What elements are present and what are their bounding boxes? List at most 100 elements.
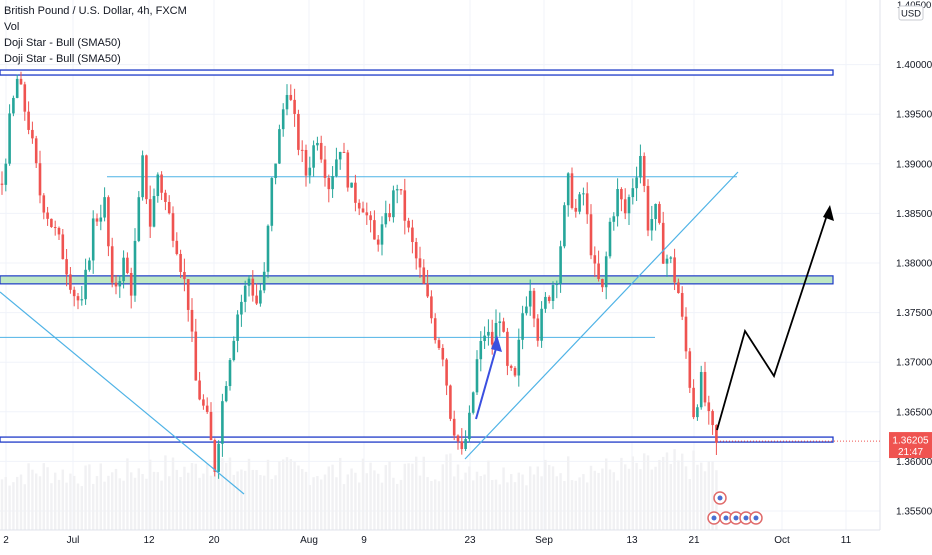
candle-body	[255, 295, 258, 304]
candle-body	[72, 289, 76, 297]
candle-body	[323, 159, 327, 178]
volume-bar	[491, 480, 494, 530]
projection-path	[716, 211, 829, 431]
candle-body	[247, 278, 251, 286]
candle-body	[418, 258, 422, 268]
volume-bar	[61, 469, 64, 530]
volume-bar	[270, 479, 273, 530]
level-zones	[0, 69, 834, 443]
candle-body	[156, 174, 160, 197]
indicator-doji-1[interactable]: Doji Star - Bull (SMA50)	[4, 37, 121, 49]
volume-bar	[335, 477, 338, 530]
price-axis-background	[880, 0, 932, 550]
volume-bar	[513, 482, 517, 530]
volume-bar	[221, 458, 224, 530]
candle-body	[559, 246, 562, 284]
candle-body	[513, 367, 517, 376]
volume-bar	[198, 477, 201, 530]
candle-body	[152, 196, 156, 227]
volume-bar	[570, 480, 574, 530]
volume-bar	[80, 486, 83, 530]
symbol-title[interactable]: British Pound / U.S. Dollar, 4h, FXCM	[4, 5, 187, 17]
candle-body	[167, 201, 171, 214]
volume-bar	[46, 467, 49, 530]
volume-bar	[650, 469, 653, 530]
volume-bar	[392, 477, 395, 530]
volume-bar	[487, 460, 490, 530]
candle-body	[540, 308, 543, 341]
candle-body	[426, 283, 429, 297]
candle-body	[243, 285, 247, 302]
time-axis[interactable]: 2 Jul 12 20 Aug 9 23 Sep 13 21 Oct 11	[0, 529, 932, 550]
candle-body	[395, 189, 399, 191]
volume-bar	[228, 457, 232, 530]
candle-body	[209, 411, 213, 441]
candle-body	[711, 411, 714, 426]
volume-bar	[483, 474, 486, 530]
volume-bar	[361, 458, 365, 530]
candle-body	[460, 441, 464, 450]
volume-bar	[240, 469, 243, 530]
volume-bar	[616, 480, 619, 530]
volume-bar	[114, 468, 118, 530]
candle-body	[228, 360, 232, 387]
price-tick-label: 1.38500	[896, 209, 932, 220]
price-tick-label: 1.36500	[896, 407, 932, 418]
volume-bar	[631, 456, 634, 530]
indicator-doji-2[interactable]: Doji Star - Bull (SMA50)	[4, 53, 121, 65]
candle-body	[84, 269, 87, 300]
time-tick-label: Sep	[535, 535, 553, 546]
volume-bar	[456, 464, 460, 530]
volume-bar	[217, 464, 220, 530]
volume-bar	[263, 475, 266, 530]
volume-bar	[316, 476, 319, 530]
price-axis[interactable]: 1.40500USD1.400001.395001.390001.385001.…	[717, 0, 932, 550]
candle-body	[221, 401, 224, 444]
volume-bar	[342, 484, 346, 530]
bar-countdown: 21:47	[898, 447, 923, 458]
candle-body	[471, 392, 475, 413]
candle-body	[475, 359, 479, 393]
economic-event-icon-dot	[753, 515, 759, 521]
volume-bar	[42, 463, 45, 530]
economic-event-icon-dot	[717, 495, 723, 501]
volume-bar	[369, 462, 372, 530]
volume-bar	[358, 482, 361, 530]
time-tick-label: Jul	[67, 535, 80, 546]
candle-body	[498, 321, 502, 323]
volume-bar	[92, 483, 95, 530]
volume-bar	[502, 467, 505, 530]
candle-body	[122, 257, 125, 282]
volume-bar	[681, 453, 684, 530]
candle-body	[190, 309, 194, 332]
candle-body	[186, 279, 190, 310]
candle-body	[661, 222, 665, 264]
volume-bar	[437, 481, 441, 530]
volume-bar	[449, 453, 452, 530]
candle-body	[414, 242, 418, 259]
volume-bar	[65, 482, 68, 530]
candle-body	[403, 190, 407, 221]
volume-bar	[677, 460, 680, 530]
candle-body	[141, 155, 144, 198]
volume-bar	[50, 483, 53, 530]
time-tick-label: 23	[464, 535, 476, 546]
time-tick-label: 13	[626, 535, 638, 546]
candle-body	[536, 318, 540, 341]
volume-bar	[396, 483, 399, 530]
candle-body	[12, 97, 15, 114]
time-tick-label: 21	[688, 535, 700, 546]
economic-event-icon-dot	[711, 515, 717, 521]
volume-bar	[415, 456, 418, 530]
volume-bar	[548, 464, 551, 530]
indicator-vol[interactable]: Vol	[4, 21, 20, 33]
candle-body	[479, 341, 483, 360]
volume-bar	[510, 474, 513, 530]
candle-body	[646, 185, 650, 231]
volume-bar	[266, 459, 270, 530]
volume-bar	[479, 476, 482, 530]
candle-body	[509, 365, 513, 368]
candle-body	[99, 217, 103, 222]
